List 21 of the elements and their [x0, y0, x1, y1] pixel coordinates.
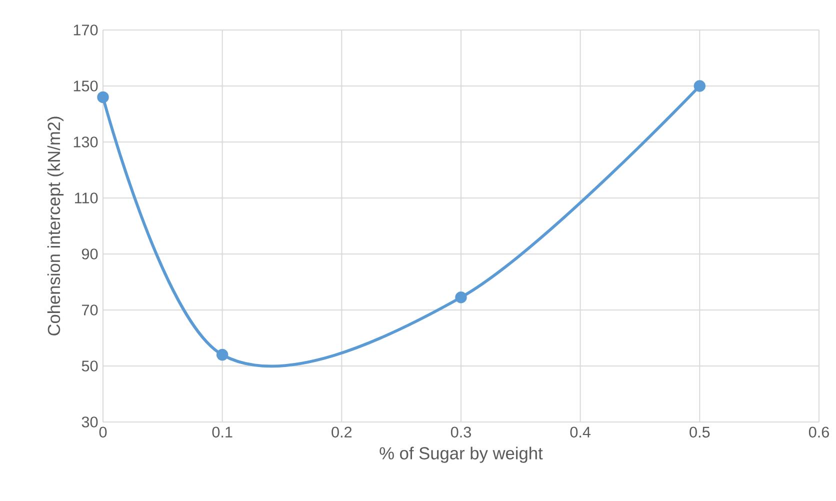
- x-tick-label: 0.1: [212, 426, 232, 438]
- y-tick-label: 30: [82, 416, 98, 428]
- y-tick-label: 70: [82, 304, 98, 316]
- x-tick-label: 0.3: [450, 426, 471, 438]
- x-tick-label: 0: [99, 426, 107, 438]
- x-tick-label: 0.5: [690, 426, 710, 438]
- y-tick-label: 90: [82, 248, 98, 260]
- y-tick-label: 130: [74, 136, 98, 148]
- y-axis-title: Cohension intercept (kN/m2): [47, 116, 64, 336]
- y-tick-label: 50: [82, 360, 98, 372]
- y-tick-label: 110: [75, 192, 98, 204]
- y-tick-label: 150: [74, 80, 98, 92]
- point: [455, 292, 467, 304]
- x-tick-label: 0.6: [808, 426, 829, 438]
- point: [694, 80, 706, 92]
- point: [216, 348, 228, 361]
- x-tick-label: 0.4: [570, 426, 591, 438]
- point: [97, 91, 109, 104]
- x-axis-title: % of Sugar by weight: [380, 446, 543, 463]
- x-tick-label: 0.2: [332, 426, 352, 438]
- y-tick-label: 170: [74, 24, 98, 36]
